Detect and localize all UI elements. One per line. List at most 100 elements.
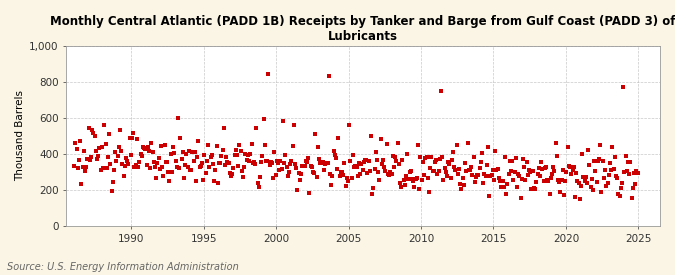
Point: [199, 153, 210, 157]
Point: [89, 134, 100, 138]
Point: [186, 168, 196, 173]
Point: [264, 163, 275, 168]
Point: [328, 148, 339, 153]
Point: [176, 157, 187, 162]
Point: [242, 153, 253, 158]
Point: [602, 181, 613, 185]
Point: [479, 172, 490, 176]
Point: [196, 161, 207, 165]
Point: [588, 188, 599, 192]
Point: [351, 164, 362, 169]
Point: [349, 165, 360, 169]
Point: [200, 171, 211, 175]
Point: [317, 159, 328, 164]
Point: [360, 158, 371, 163]
Point: [300, 159, 311, 163]
Point: [233, 164, 244, 168]
Point: [611, 174, 622, 178]
Point: [92, 157, 103, 161]
Point: [504, 159, 515, 164]
Point: [281, 165, 292, 169]
Point: [179, 176, 190, 181]
Point: [375, 137, 386, 142]
Point: [607, 144, 618, 149]
Point: [591, 180, 602, 184]
Point: [118, 174, 129, 178]
Point: [327, 174, 338, 178]
Point: [362, 170, 373, 175]
Point: [331, 156, 342, 161]
Point: [181, 152, 192, 156]
Point: [432, 172, 443, 176]
Point: [313, 145, 323, 149]
Point: [129, 165, 140, 169]
Point: [603, 173, 614, 177]
Point: [156, 144, 167, 148]
Point: [259, 117, 269, 122]
Point: [587, 177, 597, 181]
Point: [202, 143, 213, 147]
Point: [524, 167, 535, 172]
Point: [626, 196, 637, 200]
Point: [128, 130, 138, 135]
Point: [367, 192, 377, 196]
Y-axis label: Thousand Barrels: Thousand Barrels: [15, 90, 25, 181]
Point: [309, 170, 320, 175]
Point: [253, 185, 264, 189]
Point: [481, 163, 492, 167]
Point: [101, 166, 112, 170]
Point: [368, 186, 379, 190]
Point: [169, 151, 180, 155]
Point: [565, 165, 576, 169]
Point: [245, 152, 256, 156]
Point: [454, 166, 464, 171]
Point: [593, 159, 603, 164]
Point: [452, 171, 463, 176]
Point: [559, 192, 570, 197]
Point: [614, 194, 625, 198]
Point: [423, 176, 433, 181]
Point: [543, 179, 554, 183]
Point: [612, 175, 622, 180]
Point: [605, 160, 616, 165]
Point: [182, 165, 193, 170]
Point: [475, 165, 485, 170]
Point: [441, 174, 452, 179]
Point: [599, 175, 610, 180]
Point: [82, 157, 93, 161]
Point: [357, 167, 368, 172]
Point: [105, 161, 115, 166]
Point: [232, 153, 242, 157]
Point: [408, 179, 418, 183]
Point: [622, 169, 632, 173]
Point: [319, 168, 329, 173]
Point: [213, 160, 224, 165]
Point: [560, 179, 570, 183]
Point: [311, 174, 322, 179]
Point: [184, 149, 194, 153]
Point: [518, 157, 529, 161]
Point: [363, 158, 374, 163]
Point: [483, 144, 493, 149]
Point: [141, 163, 152, 167]
Point: [221, 155, 232, 160]
Point: [113, 145, 124, 150]
Point: [293, 171, 304, 175]
Point: [580, 175, 591, 179]
Point: [423, 189, 434, 194]
Point: [455, 182, 466, 187]
Point: [329, 153, 340, 157]
Point: [110, 150, 121, 155]
Point: [74, 158, 84, 163]
Point: [404, 170, 415, 175]
Point: [151, 175, 161, 180]
Point: [93, 154, 104, 158]
Point: [409, 185, 420, 189]
Point: [440, 170, 451, 175]
Point: [83, 125, 94, 130]
Point: [472, 173, 483, 178]
Point: [593, 157, 604, 161]
Point: [127, 135, 138, 140]
Point: [350, 164, 360, 169]
Point: [551, 154, 562, 158]
